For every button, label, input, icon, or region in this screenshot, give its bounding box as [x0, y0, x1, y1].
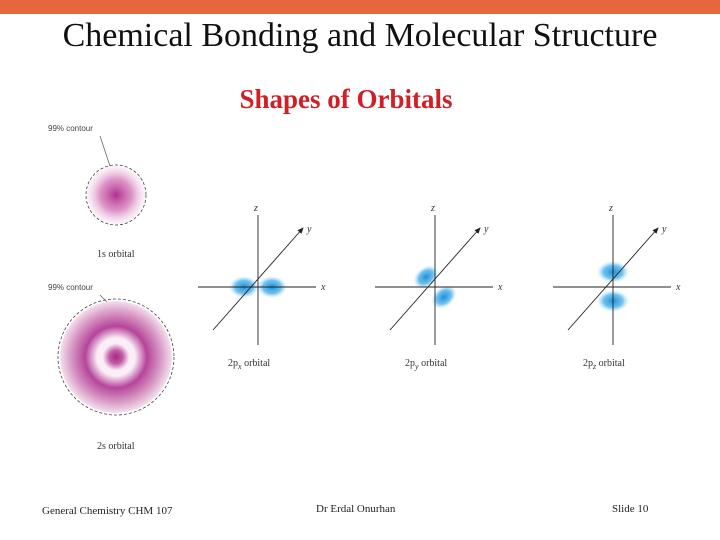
- orbital-label: 2py orbital: [405, 358, 447, 371]
- label-end: orbital: [419, 358, 448, 369]
- axis-label: y: [306, 224, 312, 235]
- axis-label: x: [497, 282, 503, 293]
- axis: [389, 227, 481, 331]
- axis-label: x: [320, 282, 326, 293]
- orbital-label: 1s orbital: [97, 249, 135, 260]
- orbital-lobe: [413, 265, 439, 289]
- axis: [212, 227, 304, 331]
- label-main: 2p: [583, 358, 593, 369]
- axis-label: y: [661, 224, 667, 235]
- axis: [567, 227, 659, 331]
- label-end: orbital: [242, 358, 271, 369]
- label-main: 2p: [405, 358, 415, 369]
- label-sub: z: [592, 362, 597, 371]
- contour: [57, 298, 175, 416]
- contour-label: 99% contour: [48, 124, 93, 133]
- axis-label: z: [430, 203, 435, 214]
- footer-right: Slide 10: [612, 503, 649, 515]
- axis-label: y: [483, 224, 489, 235]
- orbital-label: 2px orbital: [228, 358, 270, 371]
- orbital-label: 2s orbital: [97, 441, 135, 452]
- slide-subtitle: Shapes of Orbitals: [239, 84, 452, 114]
- leader-line: [99, 135, 111, 167]
- top-bar: [0, 0, 720, 14]
- orbital-label: 2pz orbital: [583, 358, 625, 371]
- orbital-lobe: [431, 285, 457, 309]
- orbital-2s: [60, 301, 172, 413]
- orbital-1s: [87, 166, 145, 224]
- footer-center: Dr Erdal Onurhan: [316, 503, 396, 515]
- label-end: orbital: [596, 358, 625, 369]
- label-sub: y: [414, 362, 419, 371]
- axis-label: z: [608, 203, 613, 214]
- slide-title: Chemical Bonding and Molecular Structure: [63, 17, 658, 54]
- axis-label: z: [253, 203, 258, 214]
- label-sub: x: [237, 362, 242, 371]
- contour: [85, 164, 147, 226]
- label-main: 2p: [228, 358, 238, 369]
- axis-label: x: [675, 282, 681, 293]
- footer-left: General Chemistry CHM 107: [42, 505, 173, 517]
- contour-label: 99% contour: [48, 283, 93, 292]
